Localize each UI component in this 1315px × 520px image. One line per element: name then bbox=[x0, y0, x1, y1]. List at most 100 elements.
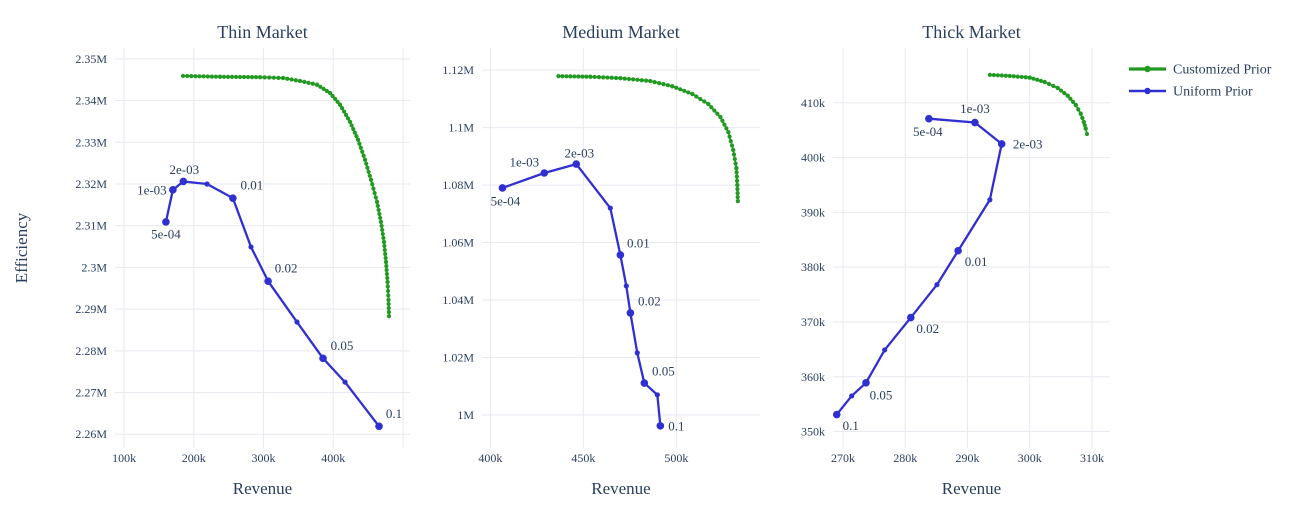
data-point-0.01 bbox=[954, 246, 962, 255]
curve-dot bbox=[197, 74, 202, 79]
point-label-2e-03: 2e-03 bbox=[564, 146, 594, 161]
curve-dot bbox=[360, 149, 365, 154]
curve-dot bbox=[233, 74, 239, 80]
point-label-5e-04: 5e-04 bbox=[151, 226, 181, 241]
curve-dot bbox=[358, 145, 363, 150]
point-label-1e-03: 1e-03 bbox=[137, 182, 167, 197]
point-label-0.01: 0.01 bbox=[240, 178, 263, 193]
curve-dot bbox=[678, 87, 683, 92]
legend-item-uniform-prior[interactable]: Uniform Prior bbox=[1129, 85, 1253, 100]
curve-dot bbox=[656, 81, 662, 86]
data-point-0.1 bbox=[832, 410, 841, 419]
data-point-0.01 bbox=[229, 194, 237, 202]
curve-dot bbox=[609, 75, 614, 80]
curve-dot bbox=[735, 191, 740, 196]
curve-dot bbox=[605, 75, 610, 80]
y-tick-label: 400k bbox=[801, 151, 825, 165]
curve-dot bbox=[1081, 119, 1086, 125]
curve-dot bbox=[330, 93, 335, 99]
curve-dot bbox=[592, 74, 597, 80]
curve-dot bbox=[276, 75, 281, 80]
curve-dot bbox=[383, 255, 388, 261]
x-tick-label: 400k bbox=[321, 451, 345, 465]
data-point-2e-03 bbox=[997, 140, 1006, 148]
curve-dot bbox=[732, 156, 737, 162]
curve-dot bbox=[370, 182, 375, 187]
y-tick-label: 2.26M bbox=[75, 427, 107, 441]
y-tick-label: 1.12M bbox=[442, 63, 474, 77]
curve-dot bbox=[1084, 131, 1090, 137]
curve-dot bbox=[355, 137, 361, 142]
y-tick-label: 1.06M bbox=[442, 236, 474, 250]
y-tick-label: 1.08M bbox=[442, 178, 474, 192]
data-point-0.05 bbox=[319, 354, 327, 363]
data-point bbox=[623, 283, 629, 289]
curve-dot bbox=[560, 74, 565, 79]
curve-dot bbox=[580, 74, 585, 79]
y-tick-label: 350k bbox=[801, 425, 825, 439]
y-tick-label: 410k bbox=[801, 96, 825, 110]
curve-dot bbox=[337, 102, 343, 107]
uniform-prior-line bbox=[501, 162, 662, 428]
data-point bbox=[294, 319, 300, 325]
data-point bbox=[204, 181, 210, 187]
customized-prior-line bbox=[988, 73, 1088, 135]
curve-dot bbox=[280, 75, 286, 81]
curve-dot bbox=[576, 74, 581, 79]
chart-title: Thin Market bbox=[217, 22, 307, 42]
legend-item-customized-prior[interactable]: Customized Prior bbox=[1129, 63, 1272, 78]
y-tick-label: 2.3M bbox=[81, 260, 107, 274]
curve-dot bbox=[652, 79, 657, 85]
curve-dot bbox=[639, 78, 644, 83]
curve-dot bbox=[318, 84, 323, 89]
curve-dot bbox=[217, 74, 223, 79]
y-tick-label: 2.32M bbox=[75, 177, 107, 191]
curve-dot bbox=[706, 101, 711, 107]
point-label-0.05: 0.05 bbox=[870, 387, 893, 402]
curve-dot bbox=[613, 75, 619, 81]
uniform-prior-line bbox=[164, 180, 381, 428]
curve-dot bbox=[734, 178, 740, 183]
curve-dot bbox=[601, 75, 606, 80]
legend: Customized Prior Uniform Prior bbox=[1129, 63, 1272, 100]
point-label-0.1: 0.1 bbox=[843, 418, 859, 433]
y-tick-label: 1M bbox=[457, 408, 474, 422]
curve-dot bbox=[686, 90, 691, 95]
curve-dot bbox=[383, 259, 389, 265]
curve-dot bbox=[384, 267, 389, 273]
curve-dot bbox=[352, 130, 357, 135]
curve-dot bbox=[698, 96, 703, 102]
curve-dot bbox=[289, 77, 294, 82]
curve-dot bbox=[568, 74, 573, 79]
point-label-0.05: 0.05 bbox=[652, 364, 675, 379]
curve-dot bbox=[1065, 93, 1070, 98]
point-label-0.02: 0.02 bbox=[916, 321, 939, 336]
curve-dot bbox=[690, 91, 695, 97]
chart-title: Medium Market bbox=[562, 22, 679, 42]
curve-dot bbox=[682, 88, 687, 93]
curve-dot bbox=[987, 72, 992, 77]
curve-dot bbox=[1042, 79, 1047, 85]
curve-dot bbox=[364, 161, 369, 166]
curve-dot bbox=[735, 195, 740, 200]
curve-dot bbox=[386, 305, 391, 311]
curve-dot bbox=[726, 130, 731, 135]
y-tick-label: 1.1M bbox=[448, 121, 474, 135]
chart-medium-market: 400k 450k 500k 1M 1.02M 1.04M 1.06M 1.08M 1.1M 1.… bbox=[442, 22, 760, 498]
y-tick-label: 360k bbox=[801, 370, 825, 384]
curve-dot bbox=[384, 263, 389, 269]
curve-dot bbox=[718, 114, 723, 120]
legend-marker-swatch bbox=[1144, 87, 1151, 95]
customized-prior-line bbox=[182, 75, 390, 318]
curve-dot bbox=[385, 279, 390, 285]
curve-dot bbox=[382, 247, 387, 253]
curve-dot bbox=[237, 74, 243, 80]
curve-dot bbox=[694, 94, 699, 99]
x-tick-label: 270k bbox=[831, 451, 855, 465]
curve-dot bbox=[709, 105, 714, 110]
data-point-0.02 bbox=[907, 313, 915, 322]
y-tick-label: 370k bbox=[801, 315, 825, 329]
